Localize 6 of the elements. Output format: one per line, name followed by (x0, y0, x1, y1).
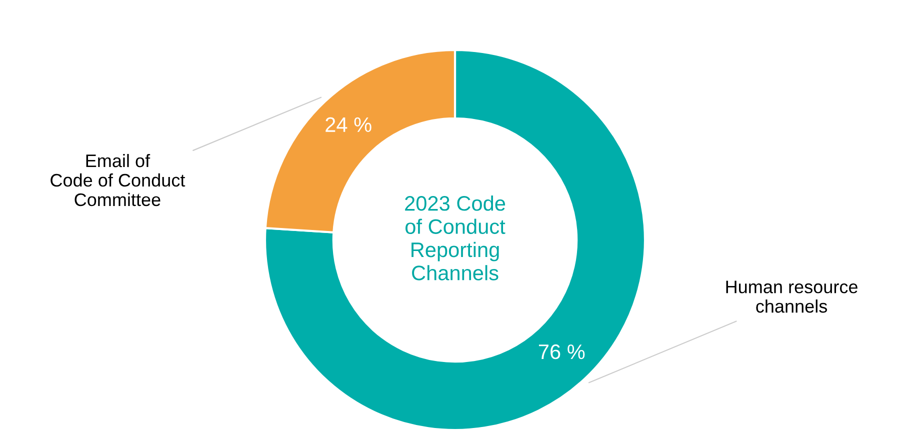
slice-label: Human resource channels (726, 280, 858, 313)
data-label: 24 % (326, 117, 372, 132)
text: 2023 Code of Conduct Reporting Channels (405, 195, 506, 280)
donut-slice (264, 48, 646, 431)
data-label: 76 % (538, 344, 585, 360)
slice-label: Email of Code of Conduct Committee (50, 154, 186, 206)
